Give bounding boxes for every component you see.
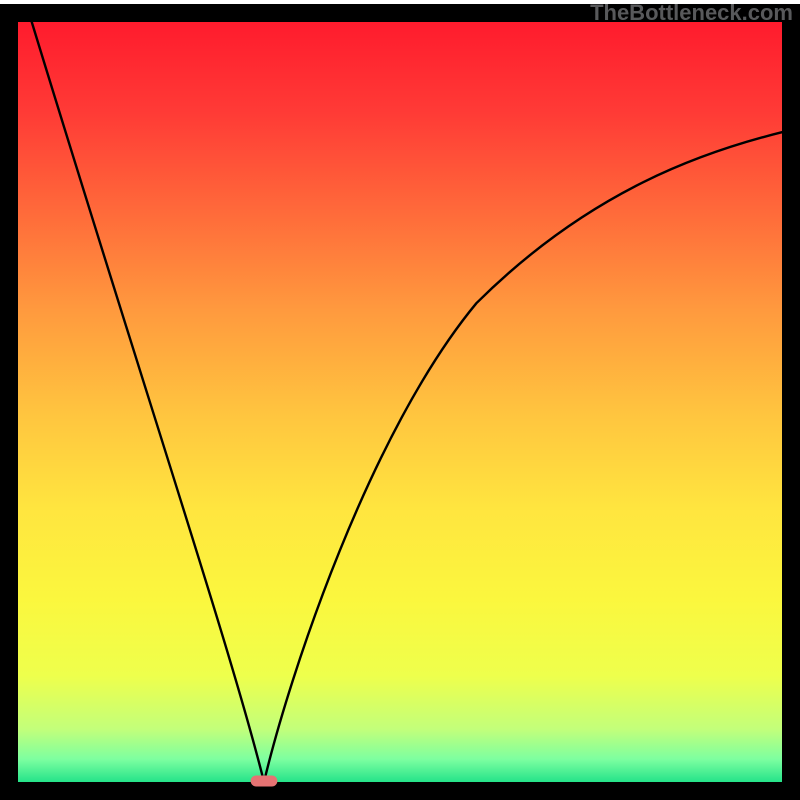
ideal-marker [251, 776, 278, 787]
watermark-text: TheBottleneck.com [590, 0, 793, 26]
bottleneck-chart: TheBottleneck.com [0, 0, 800, 800]
gradient-background [18, 22, 782, 782]
chart-svg [0, 0, 800, 800]
